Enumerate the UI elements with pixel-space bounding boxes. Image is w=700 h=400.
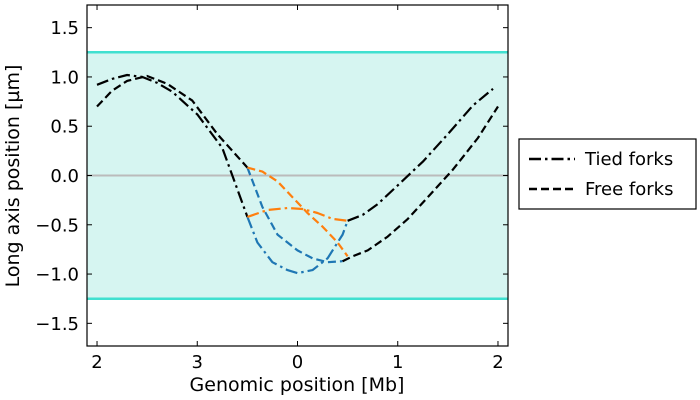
legend: Tied forks Free forks [518, 138, 697, 210]
series-line-0 [96, 73, 249, 218]
x-tick-label-1: 3 [192, 352, 203, 373]
series-line-2 [247, 206, 348, 222]
x-tick-label-2: 0 [292, 352, 303, 373]
y-tick-label-0: 1.5 [50, 18, 79, 39]
legend-box [518, 138, 697, 210]
series-line-7 [342, 105, 499, 263]
y-tick-label-3: 0.0 [50, 166, 79, 187]
y-tick-label-2: 0.5 [50, 117, 79, 138]
y-tick-label-6: −1.5 [35, 314, 79, 335]
x-axis-label: Genomic position [Mb] [190, 374, 405, 396]
legend-label-0: Tied forks [584, 149, 673, 170]
x-tick-label-0: 2 [91, 352, 102, 373]
series-line-3 [347, 87, 494, 222]
series-layer [96, 73, 499, 275]
legend-label-1: Free forks [585, 179, 673, 200]
y-axis-label: Long axis position [µm] [2, 65, 24, 288]
y-tick-label-5: −1.0 [35, 265, 79, 286]
series-line-4 [96, 74, 249, 169]
x-tick-label-3: 1 [392, 352, 403, 373]
plot-area [87, 51, 508, 300]
x-tick-label-4: 2 [492, 352, 503, 373]
y-tick-label-1: 1.0 [50, 67, 79, 88]
y-tick-label-4: −0.5 [35, 215, 79, 236]
series-line-6 [247, 166, 349, 257]
series-line-5 [246, 167, 343, 264]
axes: 1.5 1.0 0.5 0.0 −0.5 −1.0 −1.5 2 3 0 1 2 [35, 4, 509, 373]
